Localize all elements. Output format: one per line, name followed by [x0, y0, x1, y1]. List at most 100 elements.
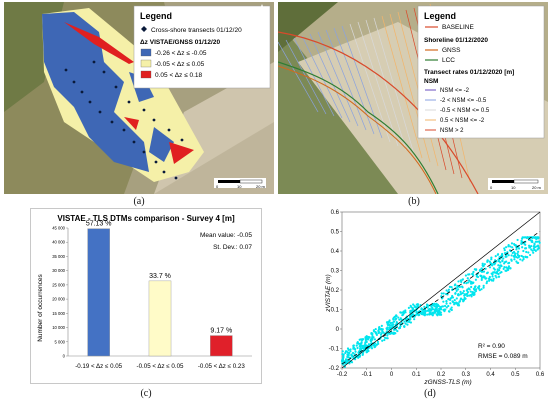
scatter-point [449, 308, 452, 311]
scatter-point [524, 255, 527, 259]
scatter-point [449, 298, 452, 302]
scatter-point [500, 265, 503, 268]
scatter-point [441, 305, 445, 308]
scatter-point [482, 284, 485, 288]
scatter-point [491, 273, 494, 276]
scatter-point [507, 254, 510, 257]
std-text: St. Dev.: 0.07 [213, 244, 252, 251]
bar [210, 335, 233, 357]
scatter-point [498, 266, 501, 269]
scatter-point [530, 239, 534, 242]
scatter-point [417, 314, 420, 317]
scatter-point [370, 331, 373, 335]
scatter-point [377, 329, 380, 332]
panel-a: Legend Cross-shore transects 01/12/20 Δz… [4, 2, 274, 194]
scatter-point [373, 338, 376, 341]
scatter-point [489, 278, 493, 281]
scatter-point [468, 273, 471, 276]
scatter-point [517, 247, 521, 250]
y-tick-label: -0.2 [329, 366, 340, 372]
scatter-point [349, 350, 352, 353]
legend-title-b: Legend [424, 11, 456, 21]
scatter-point [376, 340, 380, 344]
scatter-point [344, 362, 347, 365]
scatter-point [536, 240, 539, 243]
scatter-point [423, 305, 426, 308]
scatter-point [480, 267, 483, 270]
scatter-point [530, 236, 534, 239]
x-tick-label: 0.6 [536, 372, 545, 378]
class-swatch-2 [140, 59, 152, 68]
scatter-point [472, 274, 475, 277]
scatter-point [537, 236, 540, 239]
scale-label-0: 0 [216, 184, 219, 189]
legend-box [133, 5, 271, 89]
scatter-point [456, 304, 460, 307]
chart-d-xlabel: zGNSS-TLS (m) [423, 379, 471, 386]
scatter-point [494, 274, 497, 277]
scatter-point [532, 245, 535, 248]
scatter-point [520, 242, 523, 245]
scatter-point [526, 236, 530, 239]
scatter-point [516, 253, 519, 257]
bar-label: 9.17 % [210, 328, 232, 335]
scatter-point [422, 313, 425, 316]
scatter-point [521, 246, 524, 249]
scatter-point [361, 344, 364, 347]
scatter-point [451, 288, 454, 292]
scatter-point [488, 278, 491, 281]
scatter-point [503, 266, 506, 269]
scatter-point [412, 313, 415, 316]
scatter-point [413, 318, 416, 321]
scatter-point [377, 342, 380, 345]
scatter-points [340, 236, 541, 368]
y-tick-label: 30 000 [52, 268, 65, 273]
x-tick-label: 0.1 [412, 372, 421, 378]
scatter-point [419, 311, 422, 315]
class-blue-zone [42, 12, 149, 172]
scatter-point [387, 321, 390, 324]
scatter-point [482, 286, 485, 289]
scatter-point [479, 274, 482, 277]
scatter-point [524, 243, 527, 246]
scatter-point [450, 285, 453, 289]
scatter-point [435, 313, 438, 316]
y-tick-label: 0.2 [331, 288, 340, 294]
scatter-point [508, 261, 511, 264]
scatter-point [515, 248, 518, 251]
scatter-point [447, 298, 450, 301]
chart-d-ylabel: zVISTAE (m) [325, 274, 332, 312]
scatter-point [358, 344, 361, 348]
scatter-point [466, 292, 469, 295]
scale-b-label-0: 0 [490, 185, 493, 190]
scatter-point [447, 288, 451, 291]
scatter-point [532, 251, 535, 254]
scatter-point [392, 316, 395, 319]
scatter-point [359, 348, 363, 351]
scatter-point [442, 292, 445, 295]
class-label-2: -0.05 < Δz ≤ 0.05 [155, 61, 205, 68]
scatter-point [451, 300, 454, 303]
scatter-point [464, 274, 468, 277]
scatter-point [510, 254, 513, 257]
scatter-point [528, 246, 531, 249]
scatter-point [511, 246, 514, 249]
x-tick-label: -0.05 < Δz ≤ 0.23 [198, 363, 245, 370]
scatter-point [482, 264, 485, 267]
scatter-point [521, 236, 524, 239]
scatter-point [426, 309, 429, 312]
scatter-point [366, 349, 369, 353]
scatter-point [466, 294, 469, 298]
scatter-point [490, 256, 493, 259]
scatter-point [459, 279, 462, 282]
scatter-point [516, 238, 519, 242]
scatter-point [440, 313, 443, 316]
scatter-point [430, 312, 433, 315]
scatter-point [424, 308, 427, 312]
scatter-point [528, 253, 532, 257]
x-tick-label: -0.1 [362, 372, 373, 378]
scatter-point [491, 275, 494, 278]
scatter-point [532, 236, 536, 239]
scatter-point [484, 267, 487, 270]
scatter-point [519, 258, 522, 261]
